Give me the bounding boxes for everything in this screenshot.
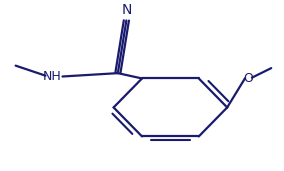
Text: O: O xyxy=(244,72,253,85)
Text: N: N xyxy=(121,3,131,17)
Text: NH: NH xyxy=(43,70,62,83)
